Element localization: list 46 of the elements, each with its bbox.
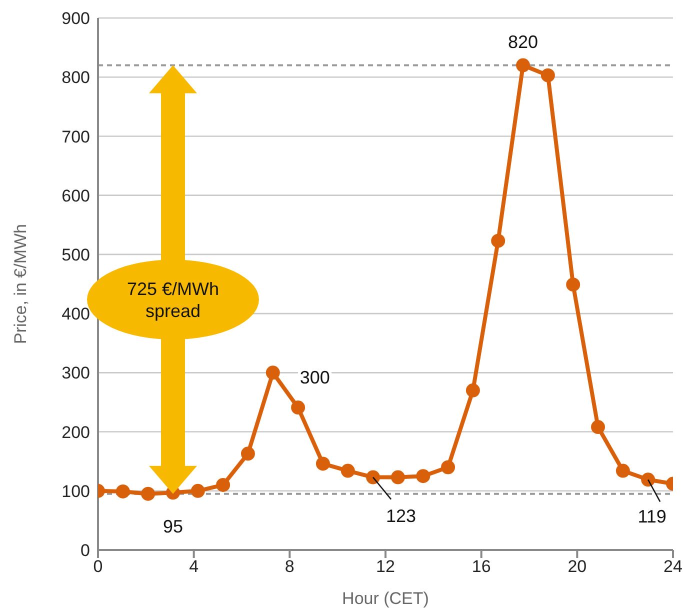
y-tick-label: 300 <box>62 364 90 383</box>
point <box>366 470 380 484</box>
x-tick-label: 12 <box>376 557 395 576</box>
point <box>441 460 456 474</box>
x-tick-label: 20 <box>568 557 587 576</box>
x-tick-label: 24 <box>664 557 682 576</box>
annotation: 123 <box>386 506 416 526</box>
annotation: 725 €/MWh spread <box>126 278 220 322</box>
y-tick-label: 500 <box>62 245 90 264</box>
point <box>591 420 606 434</box>
point <box>216 478 230 492</box>
y-tick-label: 200 <box>62 422 90 442</box>
y-tick-label: 100 <box>62 482 90 501</box>
y-tick-label: 600 <box>62 186 90 206</box>
point <box>416 469 430 484</box>
point <box>291 400 306 415</box>
point <box>340 464 355 478</box>
annotation: 95 <box>162 516 184 537</box>
y-tick-label: 800 <box>62 68 90 88</box>
y-axis-title: Price, in €/MWh <box>11 224 30 344</box>
point <box>641 472 656 487</box>
y-tick-label: 0 <box>80 541 90 560</box>
point <box>190 484 205 498</box>
point <box>116 484 130 498</box>
point <box>540 68 555 82</box>
point <box>390 470 405 484</box>
point <box>141 486 156 501</box>
y-tick-label: 400 <box>62 304 90 324</box>
annotation: 300 <box>300 367 330 388</box>
x-tick-label: 0 <box>93 557 103 576</box>
x-tick-label: 8 <box>284 557 294 576</box>
point <box>516 58 530 72</box>
point <box>566 278 580 292</box>
point <box>240 446 255 461</box>
x-tick-label: 4 <box>189 557 199 576</box>
annotation: 820 <box>508 32 538 52</box>
point <box>491 234 506 248</box>
x-tick-label: 16 <box>472 557 491 576</box>
annotation: 119 <box>638 506 666 526</box>
point <box>316 456 330 471</box>
point <box>466 383 480 398</box>
x-axis-title: Hour (CET) <box>342 589 429 608</box>
point <box>266 366 280 380</box>
point <box>616 464 630 478</box>
y-tick-label: 700 <box>62 127 90 146</box>
y-tick-label: 900 <box>62 9 90 28</box>
